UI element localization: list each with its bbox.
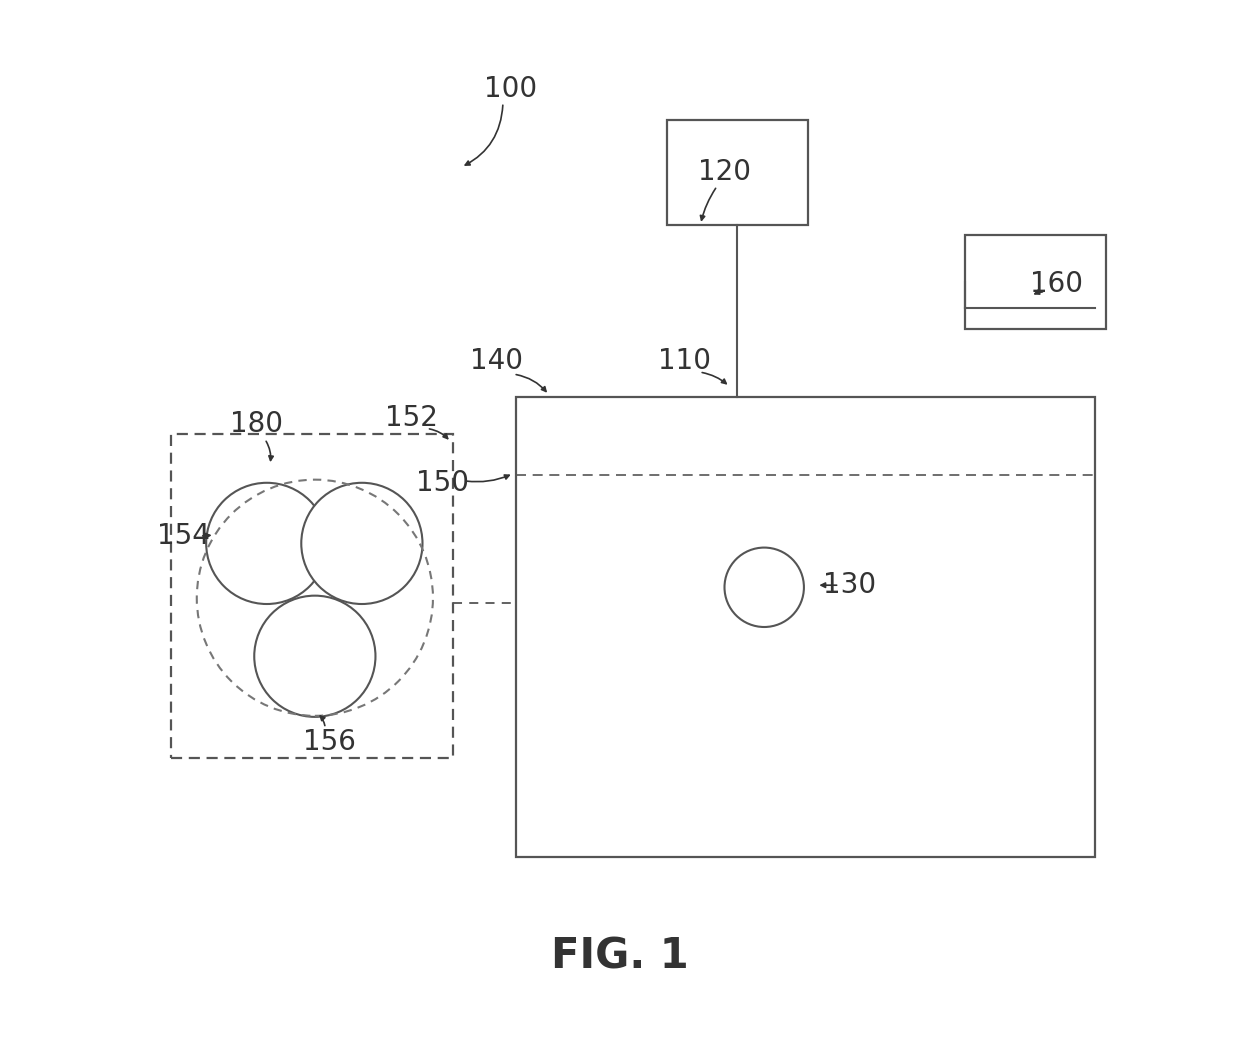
Text: 152: 152 (384, 404, 438, 432)
Bar (667, 120, 808, 225)
Text: 180: 180 (229, 411, 283, 438)
Bar (965, 235, 1106, 329)
Text: 120: 120 (698, 159, 751, 186)
Text: 110: 110 (658, 347, 712, 374)
Text: FIG. 1: FIG. 1 (551, 935, 689, 977)
Text: 150: 150 (415, 469, 469, 496)
Text: 100: 100 (484, 75, 537, 102)
Circle shape (254, 596, 376, 717)
Bar (516, 397, 1095, 857)
Text: 154: 154 (156, 522, 210, 550)
Text: 140: 140 (470, 347, 523, 374)
Circle shape (301, 483, 423, 604)
Text: 130: 130 (823, 572, 877, 599)
Circle shape (206, 483, 327, 604)
Text: 156: 156 (303, 728, 356, 756)
Text: 160: 160 (1030, 271, 1084, 298)
Bar (171, 434, 453, 758)
Circle shape (724, 548, 804, 627)
